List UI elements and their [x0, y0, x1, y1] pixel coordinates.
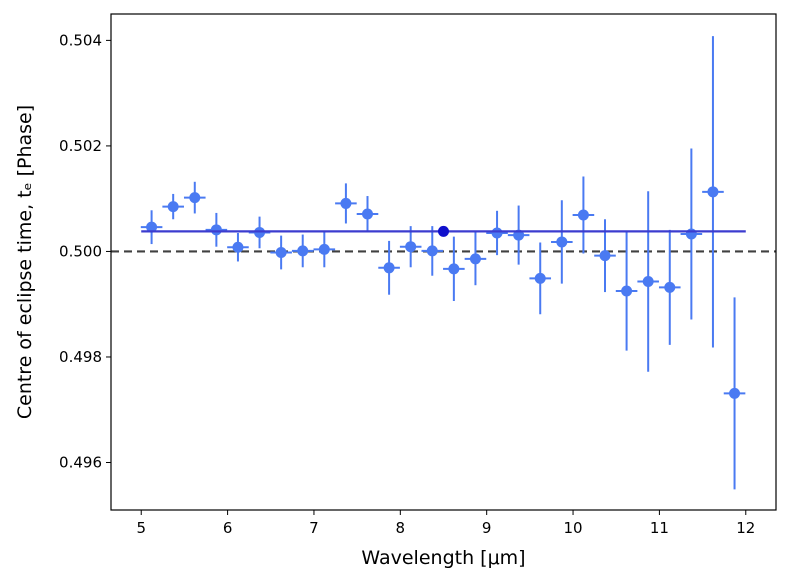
data-point: [551, 200, 573, 284]
y-tick-label: 0.498: [59, 348, 102, 366]
data-point: [378, 240, 400, 295]
data-point: [572, 176, 595, 254]
data-point: [421, 226, 444, 276]
data-point: [162, 193, 184, 220]
y-tick-label: 0.496: [59, 454, 102, 472]
x-tick-label: 7: [309, 519, 319, 537]
x-tick-label: 8: [396, 519, 406, 537]
data-marker: [426, 245, 438, 257]
data-marker: [383, 262, 395, 274]
y-tick-label: 0.502: [59, 137, 102, 155]
x-tick-label: 11: [650, 519, 669, 537]
data-point: [313, 231, 336, 268]
data-marker: [362, 208, 373, 220]
data-marker: [275, 247, 287, 259]
data-marker: [297, 245, 309, 257]
fit-point: [438, 225, 449, 237]
data-marker: [318, 243, 330, 255]
data-marker: [210, 224, 222, 236]
data-marker: [642, 276, 654, 288]
data-point: [615, 231, 638, 351]
data-point: [464, 232, 487, 286]
data-point: [270, 235, 292, 270]
data-point: [529, 242, 552, 315]
data-point: [291, 234, 314, 268]
data-point: [335, 183, 357, 224]
data-marker: [146, 221, 158, 233]
data-marker: [577, 209, 589, 221]
data-point: [637, 191, 659, 372]
x-tick-label: 9: [482, 519, 492, 537]
axes: 5 6 7 8 9 10 11 12 0.496 0.498 0.500 0.502 0.504: [59, 13, 777, 537]
data-marker: [599, 250, 611, 262]
data-marker: [189, 192, 201, 204]
y-tick-label: 0.504: [59, 31, 102, 49]
data-marker: [491, 227, 503, 239]
data-marker: [405, 241, 417, 253]
x-tick-label: 6: [223, 519, 233, 537]
x-tick-label: 12: [736, 519, 755, 537]
data-marker: [621, 285, 633, 297]
data-marker: [534, 272, 546, 284]
data-marker: [448, 263, 460, 275]
data-point: [227, 232, 249, 262]
data-marker: [685, 228, 697, 240]
data-marker: [469, 253, 481, 265]
plot-frame: [110, 13, 777, 511]
y-axis-label: Centre of eclipse time, tₑ [Phase]: [14, 105, 36, 419]
data-marker: [707, 186, 719, 198]
data-marker: [556, 236, 568, 248]
data-point: [658, 229, 681, 345]
data-point: [356, 196, 379, 232]
data-point: [443, 236, 465, 302]
data-point: [486, 210, 508, 256]
data-point: [183, 181, 206, 214]
data-point: [723, 297, 746, 490]
x-tick-label: 10: [563, 519, 582, 537]
plot-marks: [111, 36, 776, 490]
data-point: [702, 36, 724, 348]
data-point: [205, 212, 228, 247]
x-axis-label: Wavelength [μm]: [361, 547, 525, 569]
data-point: [140, 210, 163, 245]
y-tick-label: 0.500: [59, 242, 102, 260]
x-tick-label: 5: [136, 519, 146, 537]
data-point: [399, 226, 422, 268]
data-marker: [232, 241, 244, 253]
data-marker: [340, 197, 352, 209]
data-marker: [729, 387, 741, 399]
data-marker: [167, 201, 179, 213]
data-marker: [664, 281, 676, 293]
